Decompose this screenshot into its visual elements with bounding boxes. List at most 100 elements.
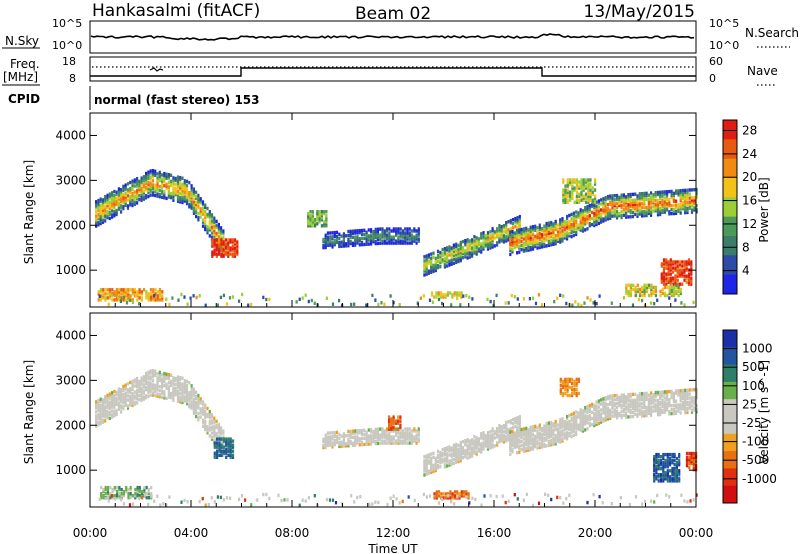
power-cell	[665, 276, 668, 280]
velocity-cell	[97, 423, 100, 427]
velocity-cell	[520, 429, 523, 434]
velocity-cell	[664, 452, 667, 457]
velocity-cell	[507, 438, 510, 442]
velocity-cell	[113, 410, 116, 414]
power-cell	[452, 247, 455, 251]
velocity-cell	[465, 492, 468, 496]
velocity-cell	[413, 429, 416, 433]
velocity-cell	[663, 392, 666, 396]
power-cell	[627, 199, 630, 203]
power-cell	[439, 256, 442, 261]
power-cell	[677, 205, 680, 209]
power-cell	[669, 266, 672, 270]
power-cell	[683, 278, 686, 282]
power-cell	[656, 298, 659, 302]
power-cell	[584, 194, 588, 198]
velocity-cell	[547, 441, 550, 445]
power-cell	[122, 204, 125, 209]
power-cell	[145, 292, 148, 296]
power-cell	[650, 207, 653, 211]
power-cell	[106, 203, 109, 208]
power-cell	[516, 243, 519, 247]
velocity-cell	[129, 401, 132, 405]
velocity-cell	[208, 410, 211, 414]
power-cell	[211, 252, 214, 256]
velocity-cell	[172, 378, 175, 382]
power-cell	[185, 193, 189, 198]
power-cell	[201, 218, 205, 222]
velocity-cell	[666, 392, 669, 396]
power-cell	[224, 244, 227, 248]
power-cell	[584, 200, 588, 204]
power-cell	[311, 218, 314, 222]
velocity-cell	[527, 448, 530, 452]
velocity-cell	[527, 432, 530, 436]
velocity-cell	[118, 487, 121, 492]
velocity-cell	[145, 381, 148, 386]
velocity-cell	[195, 414, 198, 419]
power-cell	[124, 290, 127, 294]
power-cell	[156, 290, 159, 294]
power-cell	[236, 248, 239, 252]
power-cell	[563, 226, 566, 230]
power-cell	[672, 195, 675, 199]
power-cell	[593, 221, 596, 226]
velocity-cell	[176, 395, 180, 399]
power-cell	[117, 201, 120, 205]
power-cell	[556, 237, 560, 241]
velocity-cell	[695, 404, 698, 408]
velocity-cell	[190, 384, 193, 388]
power-cell	[136, 179, 139, 183]
power-cell	[354, 231, 357, 235]
velocity-cell	[415, 441, 418, 445]
velocity-cell	[129, 399, 132, 403]
velocity-cell	[385, 429, 389, 433]
power-cell	[351, 231, 354, 235]
power-cell	[140, 196, 143, 200]
power-cell	[647, 207, 650, 211]
velocity-cell	[410, 439, 414, 443]
velocity-cell	[190, 404, 193, 408]
velocity-cell	[675, 456, 678, 461]
power-cell	[529, 225, 532, 229]
velocity-cell	[435, 492, 438, 496]
power-cell	[468, 239, 471, 243]
velocity-cell	[543, 430, 546, 434]
power-cell	[670, 211, 673, 216]
power-cell	[213, 248, 216, 252]
power-cell	[622, 195, 625, 199]
power-cell	[660, 272, 663, 276]
power-cell	[484, 242, 487, 246]
power-cell	[401, 235, 404, 239]
power-cell	[587, 188, 590, 192]
power-cell	[634, 285, 637, 290]
power-cell	[133, 202, 136, 206]
power-cell	[158, 170, 161, 175]
power-cell	[208, 220, 211, 224]
velocity-cell	[176, 379, 180, 383]
power-cell	[666, 196, 669, 200]
velocity-cell	[645, 391, 648, 395]
velocity-cell	[408, 437, 411, 441]
velocity-cell	[331, 445, 334, 449]
power-cell	[152, 298, 155, 302]
power-cell	[354, 229, 357, 233]
velocity-cell	[434, 464, 437, 469]
velocity-cell	[116, 492, 119, 496]
velocity-cell	[172, 390, 175, 394]
power-cell	[151, 191, 155, 195]
power-cell	[505, 225, 508, 229]
velocity-cell	[434, 458, 437, 463]
power-cell	[95, 222, 98, 226]
power-cell	[388, 237, 391, 241]
power-cell	[104, 201, 107, 205]
power-cell	[118, 294, 121, 298]
velocity-cell	[684, 410, 687, 415]
power-cell	[475, 250, 478, 254]
power-cell	[140, 180, 143, 184]
power-cell	[181, 176, 184, 180]
power-cell	[681, 270, 684, 274]
velocity-cell	[638, 396, 641, 400]
power-cell	[693, 206, 696, 210]
power-cell	[491, 229, 494, 233]
